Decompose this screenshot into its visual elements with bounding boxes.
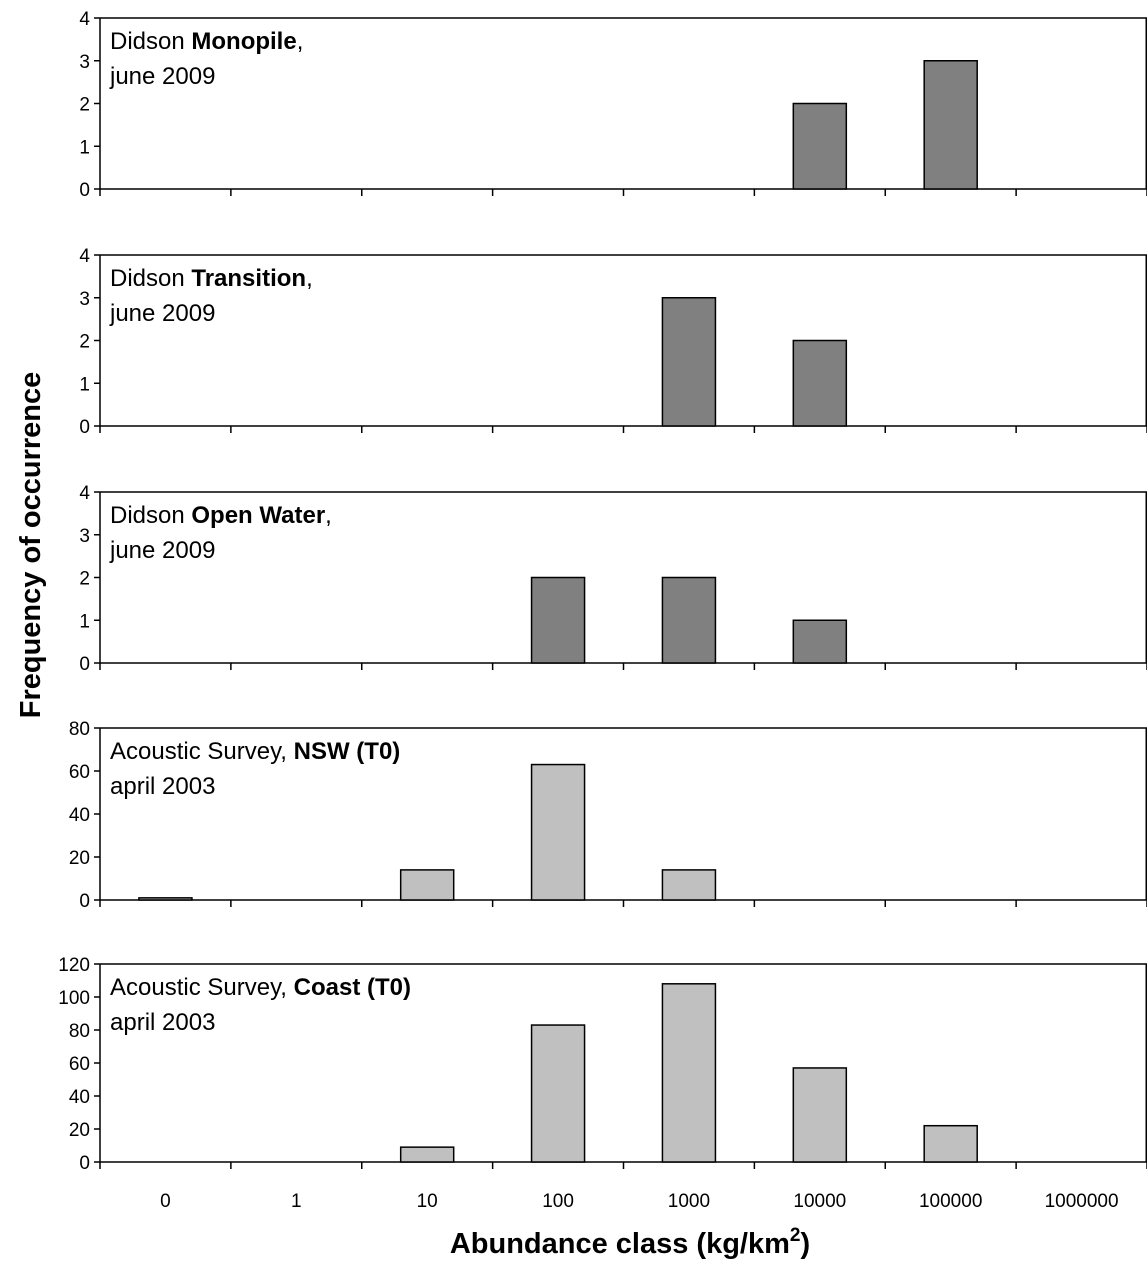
- y-tick-label: 2: [79, 569, 90, 590]
- y-tick-label: 20: [69, 848, 90, 869]
- y-tick-label: 80: [69, 1021, 90, 1042]
- panel-label-line2: june 2009: [109, 300, 215, 327]
- bar-1000: [662, 870, 715, 900]
- panels-group: 0 1 2 3 4 Didson Monopile, june 2009 0 1 2 3 4 Didso…: [58, 9, 1147, 1174]
- y-tick-label: 0: [79, 891, 90, 912]
- y-tick-label: 2: [79, 332, 90, 353]
- y-tick-label: 60: [69, 762, 90, 783]
- panel-label-line1: Acoustic Survey, NSW (T0): [110, 738, 400, 765]
- bar-100: [532, 578, 585, 664]
- bar-10000: [793, 104, 846, 190]
- bar-10000: [793, 1068, 846, 1162]
- panel-label-suffix: ,: [306, 265, 313, 292]
- y-tick-label: 4: [79, 483, 90, 504]
- panel-label-prefix: Didson: [110, 28, 191, 55]
- y-tick-label: 80: [69, 719, 90, 740]
- x-tick-label-1000: 1000: [668, 1191, 710, 1212]
- bar-100000: [924, 61, 977, 189]
- panel-label-line1: Didson Monopile,: [110, 28, 303, 55]
- panel-label-line2: june 2009: [109, 63, 215, 90]
- panel-label-bold: NSW (T0): [294, 738, 401, 765]
- x-tick-label-0: 0: [160, 1191, 171, 1212]
- bar-10000: [793, 341, 846, 427]
- y-tick-label: 40: [69, 805, 90, 826]
- y-tick-label: 0: [79, 1153, 90, 1174]
- x-axis-group: 0 1 10 100 1000 10000 100000 1000000: [160, 1191, 1118, 1212]
- x-tick-label-100000: 100000: [919, 1191, 982, 1212]
- bar-10: [401, 1147, 454, 1162]
- panel-label-line1: Acoustic Survey, Coast (T0): [110, 974, 411, 1001]
- y-tick-label: 2: [79, 95, 90, 116]
- bar-1000: [662, 984, 715, 1162]
- panel-label-line1: Didson Open Water,: [110, 502, 332, 529]
- y-tick-label: 4: [79, 9, 90, 30]
- bar-100000: [924, 1126, 977, 1162]
- y-tick-label: 120: [58, 955, 90, 976]
- bar-100: [532, 1025, 585, 1162]
- y-axis-title: Frequency of occurrence: [15, 372, 47, 719]
- y-tick-label: 1: [79, 137, 90, 158]
- bar-10000: [793, 620, 846, 663]
- panel-label-bold: Monopile: [191, 28, 296, 55]
- x-axis-title-tail: ): [800, 1228, 810, 1260]
- y-tick-label: 1: [79, 374, 90, 395]
- y-tick-label: 3: [79, 52, 90, 73]
- y-tick-label: 60: [69, 1054, 90, 1075]
- y-tick-label: 3: [79, 289, 90, 310]
- y-tick-label: 40: [69, 1087, 90, 1108]
- panel-label-suffix: ,: [325, 502, 332, 529]
- y-tick-label: 4: [79, 246, 90, 267]
- x-tick-label-10: 10: [417, 1191, 438, 1212]
- panel-label-prefix: Didson: [110, 265, 191, 292]
- x-tick-label-1: 1: [291, 1191, 302, 1212]
- panel-label-line2: april 2003: [110, 773, 215, 800]
- bar-100: [532, 765, 585, 900]
- y-tick-label: 20: [69, 1120, 90, 1141]
- panel-label-prefix: Acoustic Survey,: [110, 738, 294, 765]
- panel-3: 0 1 2 3 4 Didson Open Water, june 2009: [79, 483, 1147, 675]
- panel-4: 0 20 40 60 80 Acoustic Survey, NSW (T0) april …: [69, 719, 1147, 912]
- bar-1000: [662, 298, 715, 426]
- x-axis-title-main: Abundance class (kg/km: [450, 1228, 790, 1260]
- x-axis-title-sup: 2: [790, 1225, 801, 1246]
- x-tick-label-10000: 10000: [793, 1191, 846, 1212]
- panel-label-line2: april 2003: [110, 1009, 215, 1036]
- x-tick-label-100: 100: [542, 1191, 574, 1212]
- panel-label-bold: Coast (T0): [294, 974, 411, 1001]
- y-tick-label: 100: [58, 988, 90, 1009]
- panel-label-bold: Open Water: [191, 502, 325, 529]
- panel-label-suffix: ,: [297, 28, 304, 55]
- panel-label-prefix: Acoustic Survey,: [110, 974, 294, 1001]
- panel-2: 0 1 2 3 4 Didson Transition, june 2009: [79, 246, 1147, 438]
- panel-label-bold: Transition: [191, 265, 306, 292]
- panel-label-line1: Didson Transition,: [110, 265, 313, 292]
- x-axis-title: Abundance class (kg/km2): [450, 1225, 810, 1260]
- y-tick-label: 1: [79, 611, 90, 632]
- panel-5: 0 20 40 60 80 100 120 Acoustic Survey, Coast (T…: [58, 955, 1147, 1174]
- y-tick-label: 0: [79, 417, 90, 438]
- panel-label-prefix: Didson: [110, 502, 191, 529]
- x-tick-label-1000000: 1000000: [1045, 1191, 1119, 1212]
- bar-0: [139, 898, 192, 900]
- panel-1: 0 1 2 3 4 Didson Monopile, june 2009: [79, 9, 1147, 201]
- bar-10: [401, 870, 454, 900]
- y-tick-label: 0: [79, 180, 90, 201]
- bar-1000: [662, 578, 715, 664]
- y-tick-label: 3: [79, 526, 90, 547]
- y-tick-label: 0: [79, 654, 90, 675]
- panel-label-line2: june 2009: [109, 537, 215, 564]
